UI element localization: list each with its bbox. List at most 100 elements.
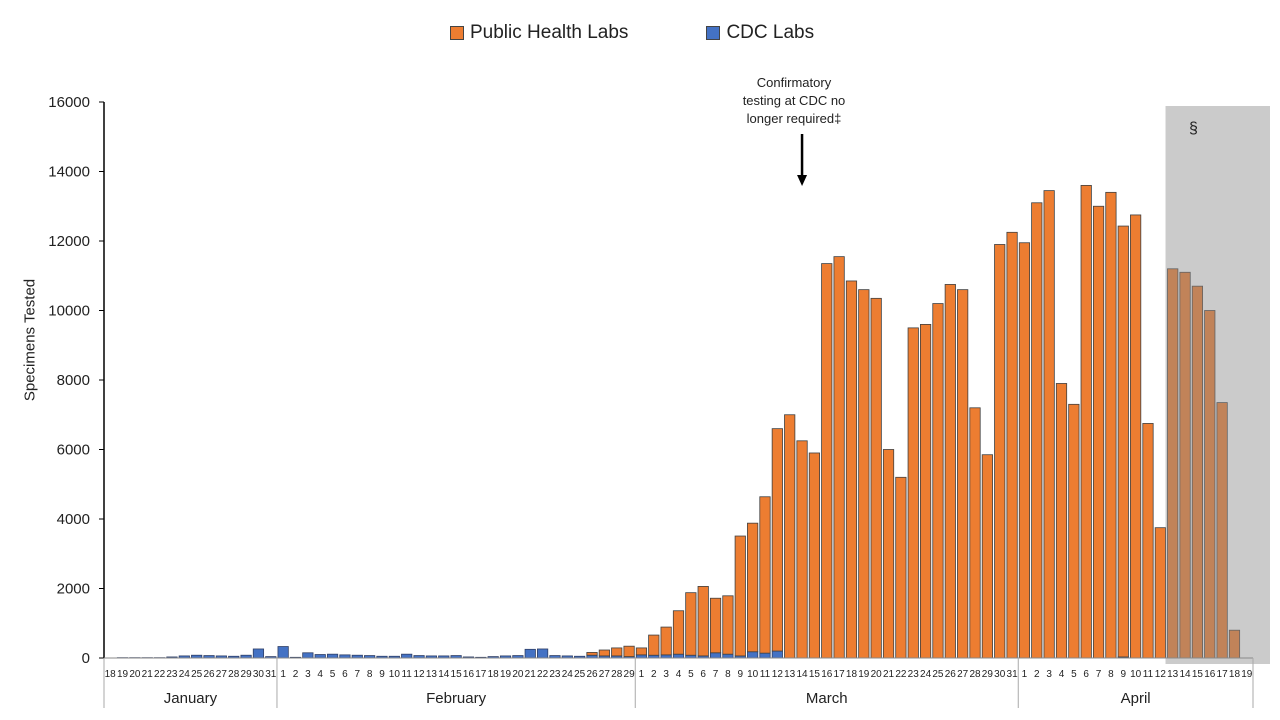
x-tick-label-day: 11: [760, 669, 771, 680]
bar-public-health-labs: [957, 289, 969, 659]
x-tick-label-day: 27: [216, 669, 228, 680]
bar-cdc-labs: [252, 648, 265, 659]
x-tick-label-day: 13: [1167, 669, 1179, 680]
x-tick-label-day: 21: [883, 669, 895, 680]
bar-public-health-labs: [660, 626, 672, 656]
bar-public-health-labs: [920, 323, 932, 659]
x-tick-label-day: 8: [1108, 669, 1114, 680]
x-tick-label-day: 23: [166, 669, 178, 680]
legend-swatch-cdc: [706, 26, 721, 40]
x-tick-label-day: 2: [1034, 669, 1040, 680]
x-tick-label-day: 19: [858, 669, 870, 680]
y-tick-label: 16000: [48, 94, 90, 111]
x-tick-label-day: 15: [451, 669, 463, 680]
bar-public-health-labs: [907, 327, 919, 659]
bar-cdc-labs: [759, 652, 771, 659]
shaded-region-mark: §: [1189, 120, 1198, 137]
x-tick-label-day: 20: [129, 669, 141, 680]
bar-public-health-labs: [648, 634, 660, 656]
x-tick-label-day: 18: [488, 669, 500, 680]
bar-public-health-labs: [685, 592, 697, 656]
bar-cdc-labs: [302, 652, 314, 659]
x-tick-label-day: 3: [1046, 669, 1052, 680]
y-tick-label: 12000: [48, 233, 90, 250]
bar-public-health-labs: [1154, 527, 1166, 659]
x-tick-label-day: 10: [1130, 669, 1142, 680]
x-tick-label-day: 29: [624, 669, 636, 680]
annotation-line-3: longer required‡: [746, 111, 842, 126]
bar-public-health-labs: [932, 303, 944, 659]
bar-public-health-labs: [747, 522, 759, 653]
bar-public-health-labs: [672, 610, 685, 655]
annotation-line-1: Confirmatory: [756, 75, 832, 90]
x-tick-label-day: 29: [241, 669, 253, 680]
legend: Public Health Labs CDC Labs: [450, 22, 814, 44]
x-tick-label-day: 31: [1007, 669, 1019, 680]
x-tick-label-day: 11: [401, 669, 412, 680]
x-tick-label-day: 18: [1229, 669, 1241, 680]
bar-cdc-labs: [709, 652, 722, 659]
x-tick-label-day: 13: [784, 669, 796, 680]
bar-public-health-labs: [969, 407, 981, 659]
annotation-arrow-head: [797, 175, 808, 186]
y-tick-label: 2000: [57, 581, 90, 598]
bar-public-health-labs: [1105, 191, 1117, 659]
bar-public-health-labs: [808, 452, 820, 659]
y-tick-label: 14000: [48, 164, 90, 181]
x-tick-label-day: 4: [317, 669, 323, 680]
x-month-label: March: [806, 690, 848, 707]
x-tick-label-day: 3: [305, 669, 311, 680]
x-tick-label-day: 1: [280, 669, 286, 680]
x-tick-label-day: 31: [265, 669, 277, 680]
x-tick-label-day: 1: [1022, 669, 1028, 680]
x-tick-label-day: 24: [562, 669, 574, 680]
x-tick-label-day: 23: [908, 669, 920, 680]
bar-public-health-labs: [1055, 383, 1068, 659]
x-tick-label-day: 4: [1059, 669, 1065, 680]
x-tick-label-day: 28: [969, 669, 981, 680]
x-tick-label-day: 19: [1241, 669, 1253, 680]
x-tick-label-day: 5: [688, 669, 694, 680]
bar-cdc-labs: [747, 651, 759, 659]
x-tick-label-day: 17: [1217, 669, 1229, 680]
x-tick-label-day: 28: [228, 669, 240, 680]
x-tick-label-day: 20: [512, 669, 524, 680]
bar-public-health-labs: [1068, 403, 1080, 659]
x-tick-label-day: 20: [871, 669, 883, 680]
x-tick-label-day: 5: [1071, 669, 1077, 680]
x-tick-label-day: 10: [389, 669, 401, 680]
bar-cdc-labs: [524, 648, 536, 659]
x-tick-label-day: 7: [354, 669, 360, 680]
legend-label-public-health: Public Health Labs: [470, 22, 629, 43]
x-tick-label-day: 30: [994, 669, 1006, 680]
x-month-label: January: [164, 690, 218, 707]
bar-public-health-labs: [845, 280, 858, 659]
x-tick-label-day: 21: [525, 669, 537, 680]
x-tick-label-day: 26: [586, 669, 598, 680]
x-tick-label-day: 11: [1143, 669, 1154, 680]
x-tick-label-day: 16: [821, 669, 833, 680]
x-tick-label-day: 18: [846, 669, 858, 680]
x-tick-label-day: 1: [639, 669, 645, 680]
bar-public-health-labs: [598, 649, 610, 657]
x-tick-label-day: 14: [796, 669, 808, 680]
x-month-label: February: [426, 690, 487, 707]
x-month-label: April: [1121, 690, 1151, 707]
bar-public-health-labs: [870, 297, 882, 659]
y-tick-label: 10000: [48, 303, 90, 320]
y-tick-label: 8000: [57, 372, 90, 389]
x-tick-label-day: 8: [725, 669, 731, 680]
bar-public-health-labs: [1080, 184, 1092, 659]
x-tick-label-day: 7: [713, 669, 719, 680]
bar-public-health-labs: [611, 647, 623, 657]
x-tick-label-day: 18: [105, 669, 117, 680]
x-tick-label-day: 9: [737, 669, 743, 680]
x-tick-label-day: 21: [142, 669, 154, 680]
bar-public-health-labs: [771, 428, 783, 652]
shaded-incomplete-region: [1165, 106, 1270, 664]
bar-public-health-labs: [895, 476, 907, 659]
x-tick-label-day: 4: [676, 669, 682, 680]
bar-public-health-labs: [858, 289, 870, 659]
bar-public-health-labs: [1043, 190, 1055, 659]
x-tick-label-day: 27: [957, 669, 969, 680]
